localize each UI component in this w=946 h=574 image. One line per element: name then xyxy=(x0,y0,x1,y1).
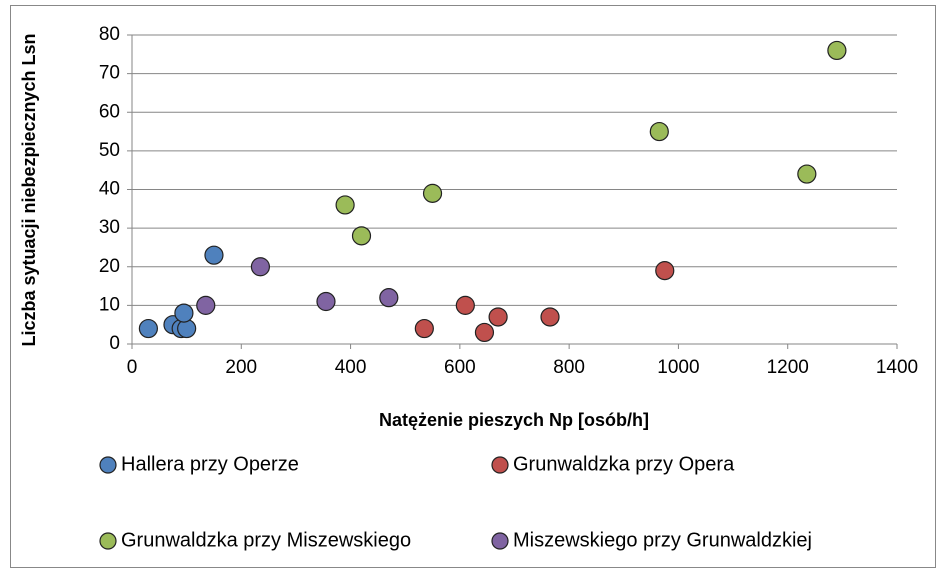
chart-border xyxy=(10,5,936,568)
x-tick-label: 1200 xyxy=(767,357,809,378)
point xyxy=(335,195,355,215)
point xyxy=(540,307,560,327)
point xyxy=(204,245,224,265)
point xyxy=(488,307,508,327)
point xyxy=(649,121,669,142)
point xyxy=(422,183,443,203)
x-tick-label: 400 xyxy=(335,357,367,378)
point xyxy=(827,40,847,61)
point xyxy=(250,257,271,277)
legend-label: Hallera przy Operze xyxy=(121,453,299,475)
point xyxy=(474,322,495,343)
legend-label: Grunwaldzka przy Opera xyxy=(513,453,735,475)
y-tick-label: 30 xyxy=(99,217,120,238)
point xyxy=(196,295,216,315)
y-tick-label: 10 xyxy=(99,294,120,315)
legend-marker xyxy=(491,532,509,550)
y-tick-label: 0 xyxy=(109,333,120,354)
legend-marker xyxy=(99,532,117,550)
x-tick-label: 1000 xyxy=(657,357,699,378)
y-tick-label: 40 xyxy=(99,179,120,200)
y-tick-label: 20 xyxy=(99,256,120,277)
legend-marker xyxy=(99,456,117,474)
point xyxy=(351,226,372,246)
point xyxy=(455,295,475,315)
y-tick-label: 50 xyxy=(99,140,120,161)
point xyxy=(316,291,336,312)
y-axis-title: Liczba sytuacji niebezpiecznych Lsn xyxy=(19,33,39,346)
x-tick-label: 800 xyxy=(553,357,585,378)
legend-marker xyxy=(491,456,509,474)
point xyxy=(174,303,194,323)
y-tick-label: 60 xyxy=(99,101,120,122)
point xyxy=(655,261,675,281)
point xyxy=(797,164,817,184)
x-tick-label: 600 xyxy=(444,357,476,378)
y-tick-label: 80 xyxy=(99,24,120,45)
y-tick-label: 70 xyxy=(99,63,120,84)
x-tick-label: 0 xyxy=(127,357,138,378)
x-tick-label: 1400 xyxy=(876,357,918,378)
x-axis-title: Natężenie pieszych Np [osób/h] xyxy=(379,410,649,430)
point xyxy=(414,318,434,339)
point xyxy=(138,318,158,339)
x-tick-label: 200 xyxy=(225,357,257,378)
point xyxy=(379,288,399,308)
legend-label: Miszewskiego przy Grunwaldzkiej xyxy=(513,529,812,551)
legend-label: Grunwaldzka przy Miszewskiego xyxy=(121,529,411,551)
